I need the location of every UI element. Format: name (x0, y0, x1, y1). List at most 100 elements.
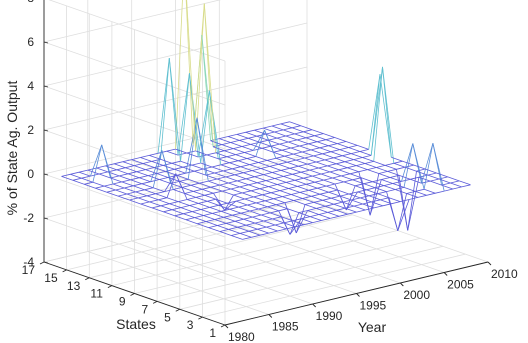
mesh-segment (271, 125, 284, 131)
mesh-segment (245, 129, 255, 133)
mesh-segment (268, 137, 278, 141)
mesh-segment (253, 147, 263, 151)
mesh-segment (95, 185, 105, 189)
mesh-segment (234, 172, 244, 176)
mesh-segment (138, 195, 147, 199)
mesh-segment (151, 207, 164, 213)
mesh-segment (207, 200, 219, 206)
mesh-segment (125, 167, 137, 173)
mesh-segment (328, 191, 341, 197)
mesh-segment (293, 151, 303, 155)
mesh-segment (298, 165, 310, 171)
x-tick-label: 1995 (360, 299, 387, 313)
mesh-segment (184, 191, 194, 194)
mesh-segment (338, 169, 351, 175)
mesh-segment (178, 201, 190, 206)
mesh-segment (254, 127, 264, 131)
mesh-segment (175, 173, 188, 200)
mesh-segment (223, 214, 233, 218)
mesh-segment (321, 171, 330, 175)
mesh-segment (200, 209, 213, 214)
mesh-segment (289, 167, 302, 173)
y-tick-label: 5 (164, 310, 171, 324)
mesh-segment (260, 168, 273, 173)
mesh-segment (246, 158, 259, 163)
mesh-segment (269, 212, 282, 218)
mesh-segment (275, 157, 288, 163)
mesh-segment (337, 189, 350, 195)
mesh-segment (195, 150, 208, 156)
mesh-segment (404, 166, 417, 172)
y-tick-mark (130, 293, 135, 296)
mesh-segment (314, 133, 324, 137)
mesh-segment (369, 179, 382, 216)
mesh-segment (309, 167, 319, 171)
mesh-segment (141, 183, 154, 189)
mesh-segment (243, 172, 255, 178)
z-tick-mark (43, 129, 49, 132)
mesh-segment (203, 213, 213, 216)
mesh-segment (134, 163, 144, 166)
mesh-segment (213, 190, 223, 194)
mesh-segment (139, 175, 149, 179)
mesh-segment (185, 170, 195, 174)
mesh-segment (370, 66, 383, 156)
mesh-segment (223, 168, 233, 172)
mesh-segment (368, 74, 381, 150)
mesh-segment (253, 196, 266, 202)
mesh-segment (245, 176, 255, 180)
mesh-segment (195, 197, 208, 202)
mesh-segment (153, 187, 165, 192)
mesh-segment (353, 205, 366, 211)
mesh-segment (189, 205, 202, 210)
mesh-segment (303, 129, 313, 133)
mesh-segment (349, 173, 362, 179)
mesh-segment (285, 133, 295, 137)
mesh-segment (430, 178, 440, 182)
mesh-segment (213, 192, 226, 211)
mesh-segment (106, 191, 119, 197)
mesh-segment (415, 191, 427, 196)
z-tick-label: 4 (27, 79, 34, 93)
mesh-segment (316, 205, 326, 209)
mesh-segment (260, 232, 269, 236)
mesh-segment (291, 127, 304, 133)
mesh-segment (413, 164, 426, 170)
mesh-segment (235, 154, 248, 159)
mesh-segment (265, 133, 278, 139)
mesh-segment (406, 193, 419, 198)
grid-line (43, 41, 226, 106)
mesh-segment (127, 173, 140, 179)
mesh-segment (312, 175, 324, 181)
mesh-segment (345, 191, 358, 211)
mesh-segment (322, 153, 334, 159)
mesh-segment (320, 173, 333, 179)
mesh-segment (229, 160, 239, 164)
mesh-segment (186, 199, 199, 204)
grid-line (179, 245, 443, 310)
mesh-segment (87, 167, 97, 171)
mesh-segment (228, 134, 237, 137)
mesh-segment (283, 129, 295, 135)
mesh-segment (339, 147, 349, 150)
mesh-segment (257, 182, 269, 187)
mesh-segment (322, 151, 332, 155)
mesh-segment (306, 181, 315, 185)
mesh-segment (318, 214, 331, 219)
mesh-segment (309, 216, 322, 221)
mesh-segment (92, 181, 105, 187)
x-tick-label: 2010 (491, 267, 518, 281)
mesh-segment (329, 171, 342, 177)
mesh-segment (291, 125, 301, 129)
mesh-segment (272, 170, 282, 173)
mesh-segment (197, 223, 209, 228)
mesh-segment (319, 191, 329, 195)
mesh-segment (325, 203, 334, 207)
mesh-segment (274, 178, 287, 183)
mesh-segment (367, 167, 377, 170)
mesh-segment (239, 140, 251, 145)
mesh-segment (372, 179, 382, 183)
mesh-segment (299, 192, 312, 197)
mesh-segment (333, 201, 343, 205)
mesh-segment (233, 146, 243, 149)
